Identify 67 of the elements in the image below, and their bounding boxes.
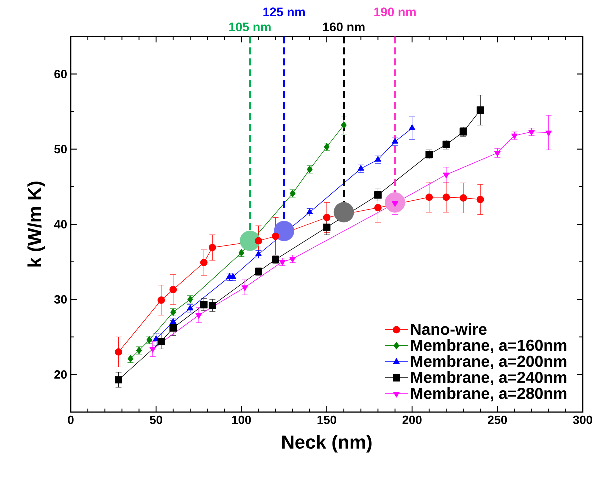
x-tick-label: 100 — [232, 416, 252, 424]
ref-line-label: 190 nm — [374, 8, 416, 17]
point — [208, 302, 216, 310]
point — [115, 376, 122, 384]
ref-line-label: 105 nm — [230, 22, 271, 32]
point — [279, 260, 286, 266]
point — [476, 106, 484, 114]
point — [255, 237, 262, 245]
point — [460, 194, 468, 202]
ref-line-label: 125 nm — [264, 8, 306, 17]
point — [200, 259, 208, 266]
x-tick-label: 150 — [318, 416, 336, 424]
legend-label: Membrane, a=200nm — [411, 355, 567, 370]
point — [334, 202, 354, 223]
y-tick-label: 30 — [54, 295, 67, 304]
point — [187, 304, 194, 311]
point — [290, 257, 296, 263]
point — [512, 134, 518, 140]
y-tick-label: 20 — [54, 370, 67, 379]
x-tick-label: 300 — [573, 416, 592, 424]
point — [200, 301, 208, 309]
point — [170, 286, 178, 294]
point — [170, 318, 177, 324]
y-axis-title: k (W/m K) — [28, 182, 46, 267]
x-tick-label: 50 — [150, 416, 162, 424]
point — [546, 130, 552, 137]
point — [426, 194, 434, 202]
point — [272, 232, 280, 240]
x-tick-label: 250 — [488, 416, 508, 424]
point — [528, 130, 536, 136]
point — [170, 324, 178, 332]
point — [323, 214, 331, 222]
point — [115, 348, 122, 356]
point — [442, 194, 450, 202]
point — [208, 244, 216, 252]
x-tick-label: 200 — [402, 416, 422, 424]
point — [158, 296, 166, 304]
point — [196, 313, 202, 320]
legend-label: Membrane, a=240nm — [411, 372, 567, 386]
point — [274, 221, 294, 242]
legend-label: Membrane, a=280nm — [411, 388, 567, 402]
point — [242, 286, 248, 292]
y-tick-label: 50 — [54, 145, 67, 154]
point — [392, 138, 399, 144]
x-axis-title: Neck (nm) — [282, 435, 372, 453]
point — [385, 192, 406, 213]
point — [374, 156, 382, 162]
y-tick-label: 60 — [54, 70, 67, 78]
legend-label: Membrane, a=160nm — [411, 339, 567, 354]
legend-label: Nano-wire — [411, 323, 487, 336]
point — [230, 273, 236, 280]
point — [323, 224, 331, 232]
ref-line-label: 160 nm — [323, 22, 365, 32]
point — [256, 250, 262, 257]
point — [443, 172, 450, 179]
point — [150, 347, 156, 353]
point — [374, 192, 382, 199]
point — [494, 151, 501, 157]
point — [358, 165, 364, 171]
point — [341, 122, 347, 130]
y-tick-label: 40 — [54, 220, 67, 229]
x-tick-label: 0 — [68, 416, 74, 424]
point — [240, 230, 260, 252]
point — [409, 124, 416, 130]
point — [476, 196, 484, 204]
point — [306, 208, 314, 214]
point — [374, 204, 382, 212]
